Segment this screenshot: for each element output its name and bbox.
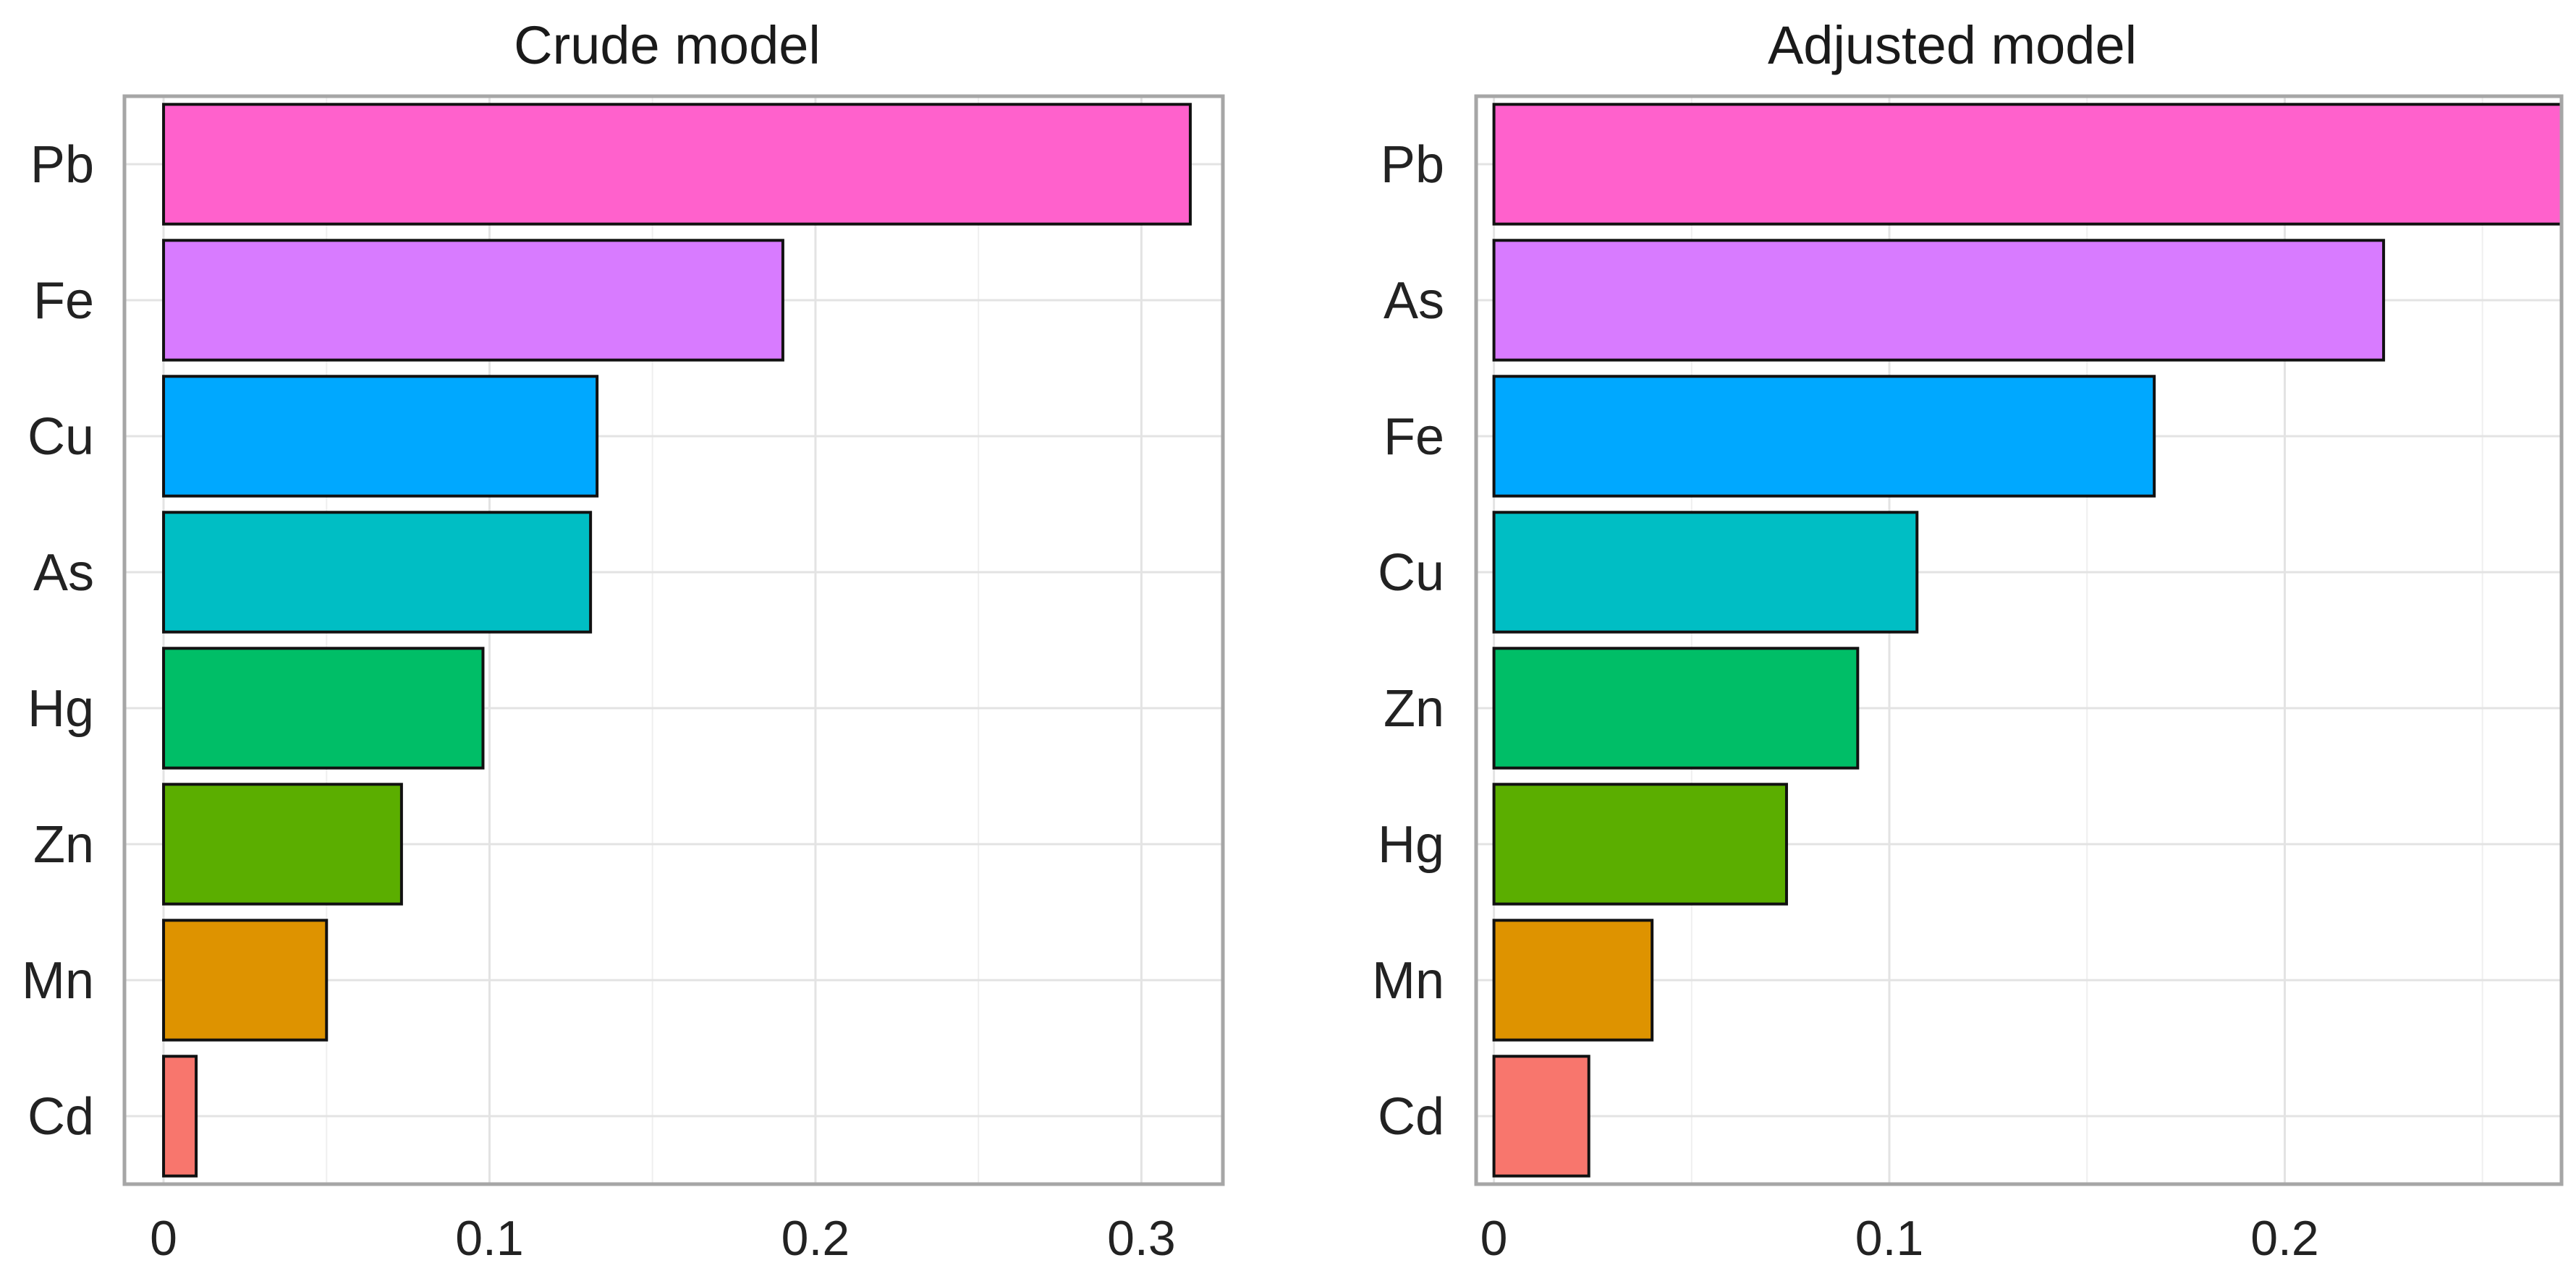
panel-border xyxy=(122,94,1225,1186)
y-tick-label: As xyxy=(33,544,94,602)
y-tick-label: Cd xyxy=(27,1088,94,1146)
bar-pb xyxy=(1492,103,2563,226)
bar-hg xyxy=(162,647,485,770)
bar-cu xyxy=(162,375,599,498)
bar-hg xyxy=(1492,783,1788,906)
x-tick-label: 0.3 xyxy=(1107,1211,1176,1266)
y-tick-label: Fe xyxy=(33,272,94,330)
panel-border xyxy=(1474,94,2564,1186)
y-tick-label: Zn xyxy=(1384,680,1444,738)
y-tick-label: Zn xyxy=(33,816,94,874)
y-tick-label: Pb xyxy=(30,136,94,194)
y-tick-label: As xyxy=(1384,272,1444,330)
bar-cd xyxy=(162,1055,198,1178)
x-tick-label: 0.1 xyxy=(1855,1211,1924,1266)
bar-zn xyxy=(162,783,403,906)
bar-pb xyxy=(162,103,1192,226)
bar-zn xyxy=(1492,647,1860,770)
chart-title: Crude model xyxy=(514,15,821,75)
y-tick-label: Mn xyxy=(22,952,94,1010)
y-tick-label: Fe xyxy=(1384,408,1444,466)
x-tick-label: 0 xyxy=(150,1211,177,1266)
bar-fe xyxy=(1492,375,2156,498)
y-tick-label: Hg xyxy=(1378,816,1444,874)
bar-cu xyxy=(1492,511,1919,634)
y-tick-label: Pb xyxy=(1381,136,1444,194)
x-tick-label: 0 xyxy=(1480,1211,1508,1266)
x-tick-label: 0.1 xyxy=(455,1211,524,1266)
bar-fe xyxy=(162,239,784,362)
bar-as xyxy=(1492,239,2386,362)
chart-title: Adjusted model xyxy=(1768,15,2137,75)
bar-as xyxy=(162,511,593,634)
bar-mn xyxy=(1492,919,1654,1042)
chart-panel-0: Crude model Pb Fe Cu As Hg Zn Mn Cd 0 0.1 0.2 0.3 xyxy=(22,15,1225,1266)
y-tick-label: Hg xyxy=(27,680,94,738)
y-tick-label: Mn xyxy=(1372,952,1444,1010)
chart-panel-1: Adjusted model Pb As Fe Cu Zn Hg Mn Cd 0 0.1 0.2 xyxy=(1372,15,2564,1266)
y-tick-label: Cu xyxy=(27,408,94,466)
bar-cd xyxy=(1492,1055,1590,1178)
y-tick-label: Cu xyxy=(1378,544,1444,602)
bar-mn xyxy=(162,919,329,1042)
x-tick-label: 0.2 xyxy=(2250,1211,2319,1266)
y-tick-label: Cd xyxy=(1378,1088,1444,1146)
x-tick-label: 0.2 xyxy=(781,1211,850,1266)
